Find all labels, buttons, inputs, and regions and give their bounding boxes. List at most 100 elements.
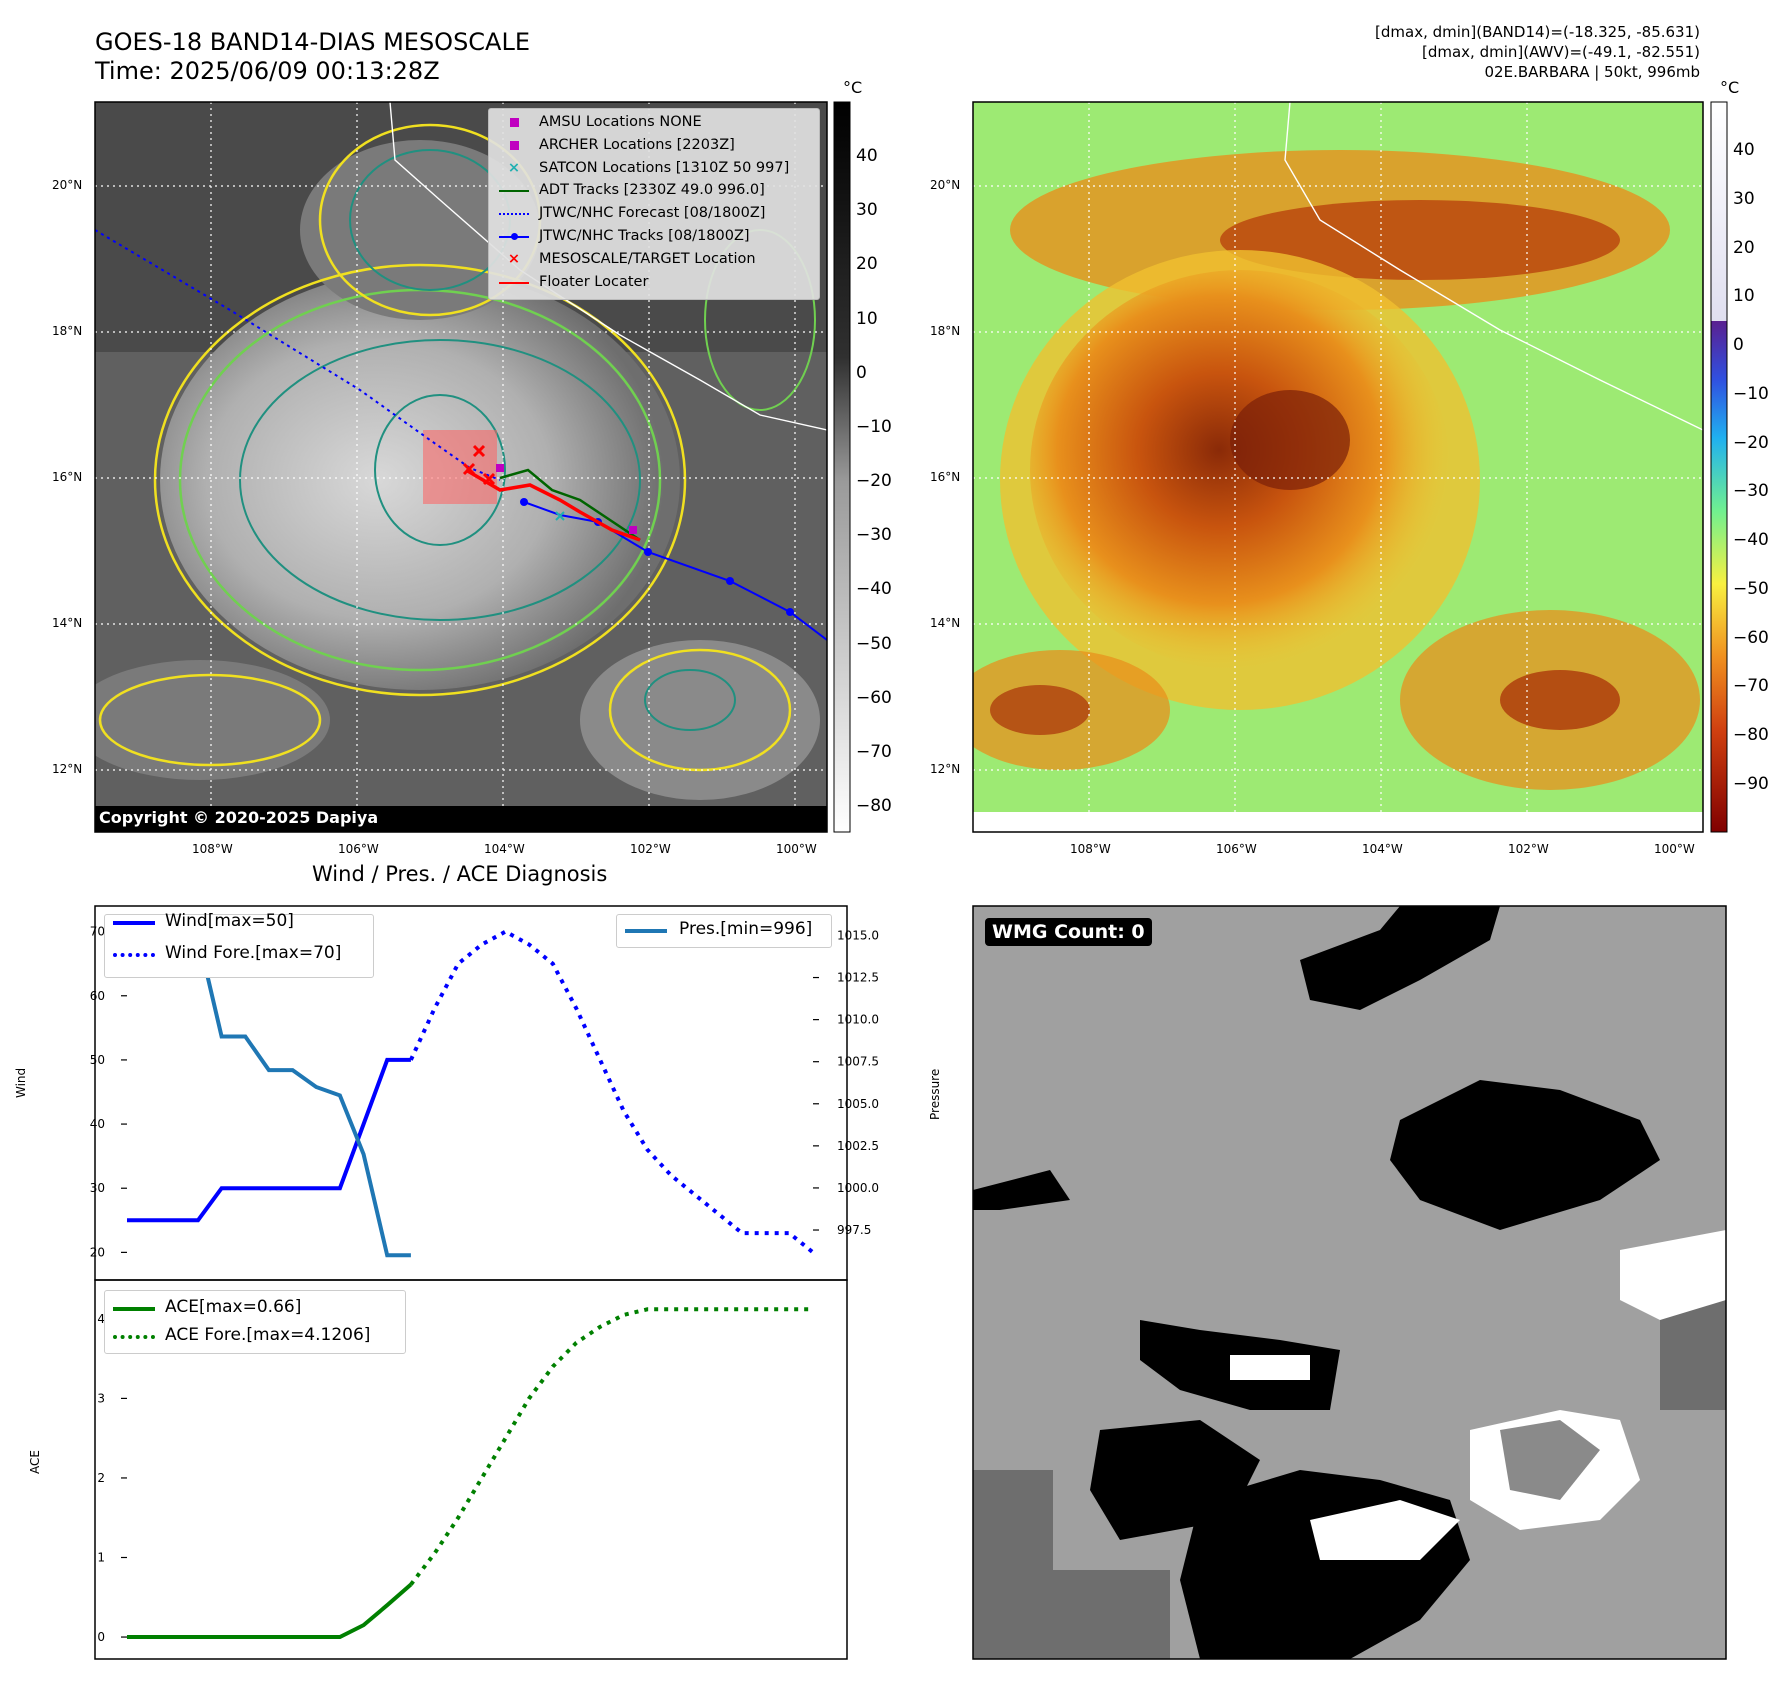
ir-colorbar-tick: 20 [856, 254, 878, 275]
y2-tick-label: 1002.5 [837, 1139, 879, 1153]
y-tick-label: 60 [90, 989, 105, 1003]
awv-colorbar-tick: 40 [1733, 140, 1755, 160]
ir-legend-label: JTWC/NHC Tracks [08/1800Z] [539, 228, 750, 244]
ace-legend: ACE[max=0.66] ACE Fore.[max=4.1206] [104, 1290, 406, 1354]
ir-colorbar-tick: −80 [856, 796, 892, 816]
ir-legend-item: ARCHER Locations [2203Z] [489, 137, 819, 157]
ir-colorbar-tick: −70 [856, 741, 892, 762]
awv-colorbar-tick: −90 [1733, 774, 1769, 794]
awv-colorbar-tick: −30 [1733, 481, 1769, 502]
ir-legend-item: JTWC/NHC Tracks [08/1800Z] [489, 228, 819, 248]
awv-colorbar-tick: −50 [1733, 578, 1769, 599]
floater-box [423, 430, 497, 504]
y-tick-label: 4 [97, 1312, 105, 1326]
wind-forecast-legend-label: Wind Fore.[max=70] [165, 943, 342, 963]
wmg-image [973, 906, 1726, 1659]
ir-colorbar-tick: −50 [856, 633, 892, 654]
ir-colorbar-tick: 40 [856, 146, 878, 166]
ir-legend-label: ADT Tracks [2330Z 49.0 996.0] [539, 182, 765, 199]
ir-colorbar-tick: −20 [856, 471, 892, 491]
adt-track [499, 468, 641, 542]
y2-tick-label: 1005.0 [837, 1097, 879, 1111]
ir-colorbar-unit: °C [843, 78, 863, 97]
ir-colorbar-tick: −60 [856, 687, 892, 708]
y-tick-label: 2 [97, 1471, 105, 1485]
series-line [127, 933, 411, 1258]
ace-plot: 0 1 2 3 4 [97, 1307, 813, 1644]
ir-colorbar-tick: −40 [856, 579, 892, 600]
y-tick-label: 50 [90, 1053, 105, 1067]
chart-title: GOES-18 BAND14-DIAS MESOSCALE [95, 28, 531, 56]
floater-locater-track [465, 468, 641, 542]
ir-colorbar-tick: 10 [856, 308, 878, 329]
ir-legend-label: AMSU Locations NONE [539, 114, 702, 130]
ir-colorbar-tick: 30 [856, 200, 878, 221]
awv-colorbar-unit: °C [1720, 78, 1740, 97]
ir-colorbar [833, 101, 851, 833]
y-tick-label: 40 [90, 1117, 105, 1131]
wind-legend-label: Wind[max=50] [165, 911, 294, 931]
y2-tick-label: 1012.5 [837, 971, 879, 985]
wmg-count-label: WMG Count: 0 [985, 918, 1152, 946]
ir-legend: AMSU Locations NONE ARCHER Locations [220… [488, 108, 820, 300]
awv-colorbar-tick: 0 [1733, 335, 1744, 356]
cyan-x-icon: × [507, 159, 521, 176]
y-tick-label: 30 [90, 1181, 105, 1195]
blue-dotted-line-icon [497, 205, 531, 223]
series-line [127, 1582, 413, 1639]
series-line [409, 929, 815, 1254]
jtwc-forecast-track [95, 229, 501, 481]
diagnosis-title: Wind / Pres. / ACE Diagnosis [312, 862, 608, 886]
awv-colorbar-tick: 30 [1733, 188, 1755, 209]
y-tick-label: 20 [90, 1245, 105, 1259]
band14-range: [dmax, dmin](BAND14)=(-18.325, -85.631) [1375, 23, 1700, 41]
awv-colorbar-tick: −20 [1733, 432, 1769, 453]
awv-colorbar-tick: −80 [1733, 725, 1769, 746]
ir-legend-item: AMSU Locations NONE [489, 114, 819, 134]
series-line [409, 1307, 813, 1586]
y2-tick-label: 1015.0 [837, 928, 879, 942]
copyright-label: Copyright © 2020-2025 Dapiya [99, 808, 379, 827]
awv-colorbar-tick: −10 [1733, 383, 1769, 404]
series-line [127, 1057, 411, 1223]
ir-legend-item: JTWC/NHC Forecast [08/1800Z] [489, 205, 819, 225]
magenta-square-icon [497, 137, 531, 154]
awv-colorbar-tick: −70 [1733, 676, 1769, 697]
wind-axis-label: Wind [14, 1067, 28, 1098]
ace-forecast-legend-label: ACE Fore.[max=4.1206] [165, 1325, 371, 1345]
blue-line-dot-icon [497, 228, 531, 246]
ir-colorbar-tick: −30 [856, 525, 892, 546]
red-x-icon: × [507, 250, 521, 267]
y2-tick-label: 997.5 [837, 1223, 871, 1237]
y2-tick-label: 1000.0 [837, 1181, 879, 1195]
ace-axes [94, 1279, 848, 1660]
y-tick-label: 3 [97, 1391, 105, 1405]
awv-range: [dmax, dmin](AWV)=(-49.1, -82.551) [1421, 43, 1700, 61]
ir-legend-item: × MESOSCALE/TARGET Location [489, 251, 819, 271]
ir-legend-label: SATCON Locations [1310Z 50 997] [539, 159, 790, 176]
chart-time: Time: 2025/06/09 00:13:28Z [95, 57, 440, 85]
awv-colorbar-tick: −40 [1733, 530, 1769, 551]
awv-image [973, 102, 1703, 832]
magenta-square-icon [497, 114, 531, 131]
y2-tick-label: 1010.0 [837, 1013, 879, 1027]
y-tick-label: 0 [97, 1630, 105, 1644]
pressure-legend: Pres.[min=996] [616, 914, 832, 948]
ir-colorbar-tick: 0 [856, 362, 867, 383]
red-line-icon [497, 274, 531, 292]
ir-legend-item: Floater Locater [489, 274, 819, 294]
y-tick-label: 1 [97, 1551, 105, 1565]
y-tick-label: 70 [90, 925, 105, 939]
ir-legend-item: × SATCON Locations [1310Z 50 997] [489, 160, 819, 180]
ir-legend-label: JTWC/NHC Forecast [08/1800Z] [539, 205, 766, 222]
pressure-axis-label: Pressure [928, 1068, 942, 1120]
awv-colorbar-tick: 20 [1733, 237, 1755, 258]
storm-info: 02E.BARBARA | 50kt, 996mb [1484, 63, 1700, 81]
ir-legend-item: ADT Tracks [2330Z 49.0 996.0] [489, 182, 819, 202]
green-line-icon [497, 182, 531, 200]
wind-legend: Wind[max=50] Wind Fore.[max=70] [104, 911, 374, 978]
ace-axis-label: ACE [28, 1450, 42, 1474]
ir-legend-label: ARCHER Locations [2203Z] [539, 136, 735, 153]
y2-tick-label: 1007.5 [837, 1055, 879, 1069]
